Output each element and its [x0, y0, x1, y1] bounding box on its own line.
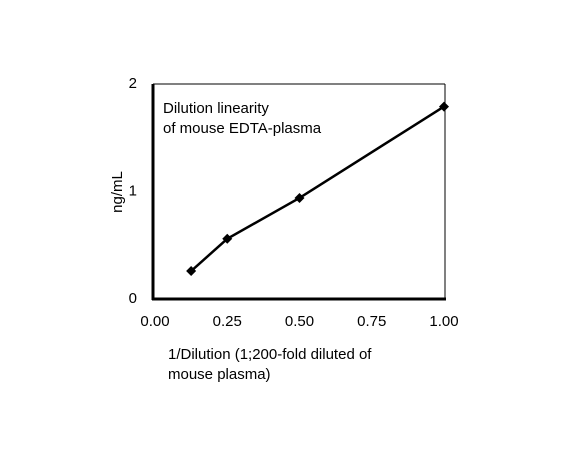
chart-title: of mouse EDTA-plasma [163, 120, 322, 137]
y-axis-label: ng/mL [109, 171, 126, 213]
marker [222, 233, 233, 244]
marker [439, 101, 449, 112]
x-axis-label: mouse plasma) [168, 366, 271, 383]
line [190, 105, 445, 272]
x-tick-label: 0.75 [357, 313, 386, 330]
y-tick-label: 1 [129, 182, 137, 199]
x-tick-label: 1.00 [429, 313, 458, 330]
x-axis-label: 1/Dilution (1;200-fold diluted of [168, 346, 372, 363]
marker [186, 266, 197, 277]
chart-title: Dilution linearity [163, 100, 269, 117]
x-tick-label: 0.25 [213, 313, 242, 330]
x-tick-label: 0.50 [285, 313, 314, 330]
x-tick-label: 0.00 [140, 313, 169, 330]
y-tick-label: 2 [129, 75, 137, 92]
marker [294, 192, 305, 203]
y-tick-label: 0 [129, 290, 137, 307]
